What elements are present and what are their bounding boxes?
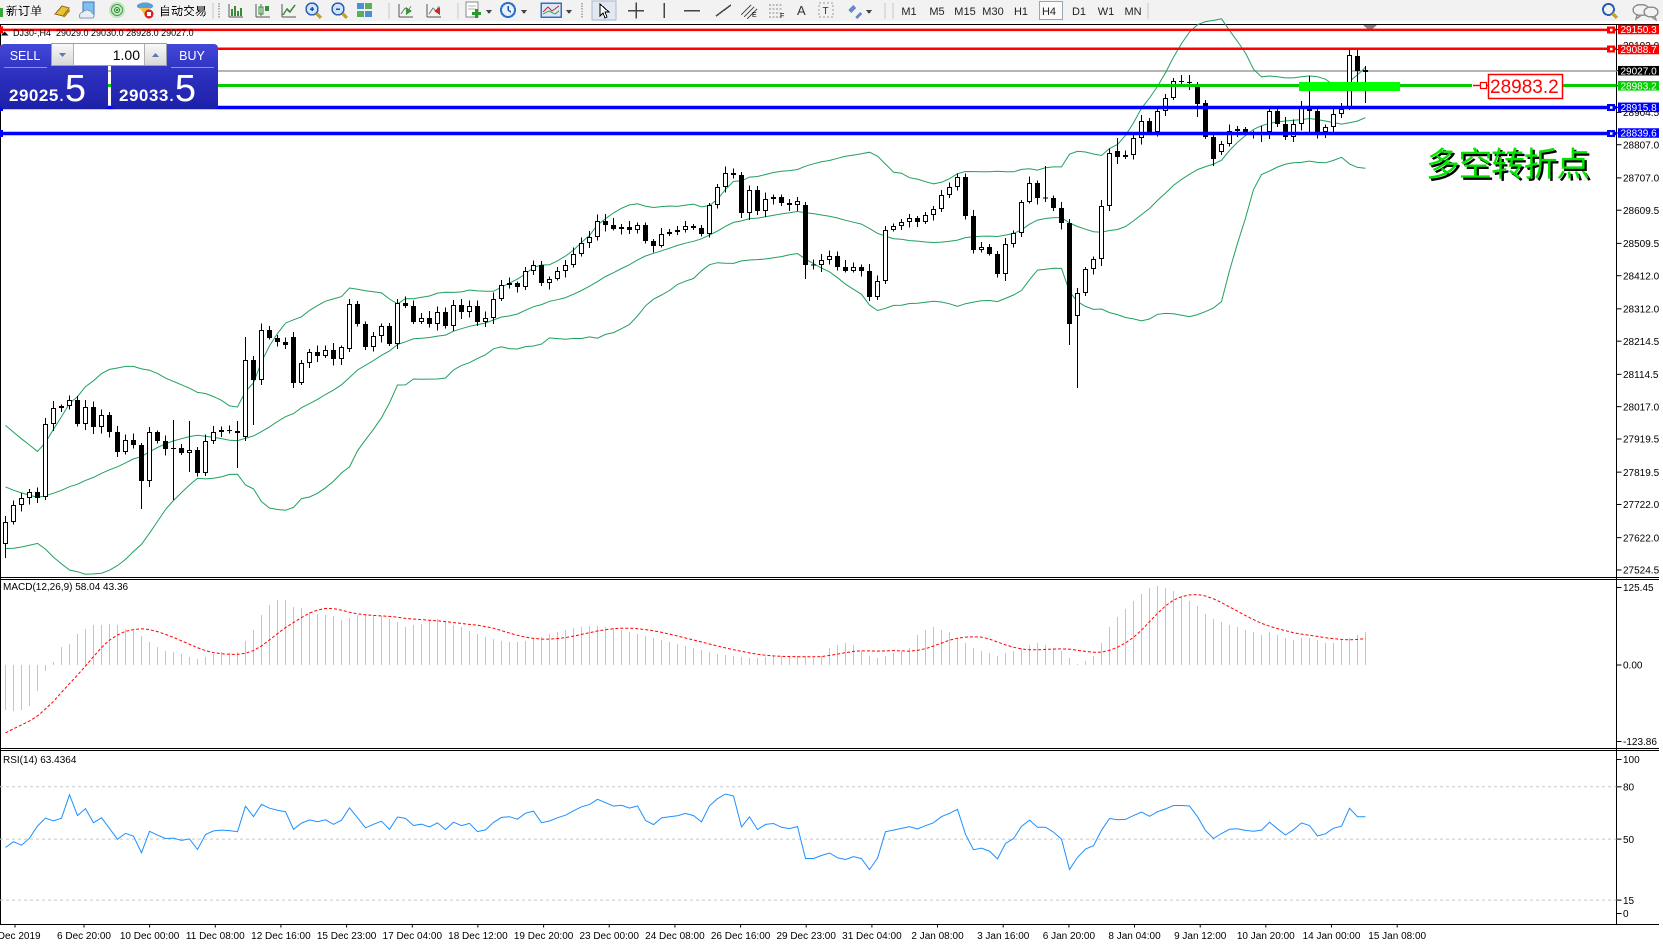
- svg-text:15: 15: [1623, 896, 1635, 907]
- svg-text:M30: M30: [982, 6, 1003, 18]
- svg-text:29088.7: 29088.7: [1621, 45, 1658, 56]
- svg-text:T: T: [823, 6, 829, 17]
- svg-text:100: 100: [1623, 755, 1640, 766]
- svg-text:28839.6: 28839.6: [1621, 129, 1658, 140]
- svg-text:17 Dec 04:00: 17 Dec 04:00: [383, 931, 443, 942]
- svg-text:2 Jan 08:00: 2 Jan 08:00: [911, 931, 964, 942]
- svg-text:31 Dec 04:00: 31 Dec 04:00: [842, 931, 902, 942]
- svg-text:14 Jan 00:00: 14 Jan 00:00: [1303, 931, 1361, 942]
- svg-text:6 Dec 20:00: 6 Dec 20:00: [57, 931, 111, 942]
- svg-text:3 Jan 16:00: 3 Jan 16:00: [977, 931, 1030, 942]
- svg-text:28807.0: 28807.0: [1623, 140, 1660, 151]
- svg-text:28509.5: 28509.5: [1623, 239, 1660, 250]
- svg-text:80: 80: [1623, 783, 1635, 794]
- svg-text:28707.0: 28707.0: [1623, 174, 1660, 185]
- svg-text:28214.5: 28214.5: [1623, 337, 1660, 348]
- svg-text:-123.86: -123.86: [1623, 737, 1657, 748]
- svg-text:0.00: 0.00: [1623, 661, 1643, 672]
- svg-text:28312.0: 28312.0: [1623, 305, 1660, 316]
- svg-text:W1: W1: [1098, 6, 1115, 18]
- svg-text:28412.0: 28412.0: [1623, 271, 1660, 282]
- svg-text:28983.2: 28983.2: [1490, 77, 1559, 98]
- svg-text:DJ30-,H4 29029.0 29030.0 2892: DJ30-,H4 29029.0 29030.0 28928.0 29027.0: [13, 28, 194, 38]
- svg-text:28904.5: 28904.5: [1623, 108, 1660, 119]
- svg-text:125.45: 125.45: [1623, 583, 1654, 594]
- svg-text:M15: M15: [954, 6, 975, 18]
- svg-text:23 Dec 00:00: 23 Dec 00:00: [579, 931, 639, 942]
- svg-text:29 Dec 23:00: 29 Dec 23:00: [776, 931, 836, 942]
- svg-text:H4: H4: [1042, 6, 1056, 18]
- svg-text:6 Jan 20:00: 6 Jan 20:00: [1043, 931, 1096, 942]
- svg-text:50: 50: [1623, 835, 1635, 846]
- svg-text:10 Dec 00:00: 10 Dec 00:00: [120, 931, 180, 942]
- svg-text:28609.5: 28609.5: [1623, 206, 1660, 217]
- svg-text:27722.0: 27722.0: [1623, 500, 1660, 511]
- svg-text:0: 0: [1623, 909, 1629, 920]
- svg-text:15 Jan 08:00: 15 Jan 08:00: [1368, 931, 1426, 942]
- svg-text:E: E: [752, 12, 757, 19]
- svg-text:12 Dec 16:00: 12 Dec 16:00: [251, 931, 311, 942]
- svg-text:MACD(12,26,9) 58.04 43.36: MACD(12,26,9) 58.04 43.36: [3, 582, 129, 593]
- svg-text:F: F: [780, 13, 784, 20]
- svg-text:D1: D1: [1072, 6, 1086, 18]
- svg-text:A: A: [797, 3, 806, 18]
- svg-text:27524.5: 27524.5: [1623, 566, 1660, 577]
- svg-text:MN: MN: [1124, 6, 1141, 18]
- svg-text:9 Jan 12:00: 9 Jan 12:00: [1174, 931, 1227, 942]
- svg-text:27819.5: 27819.5: [1623, 468, 1660, 479]
- svg-text:M1: M1: [901, 6, 916, 18]
- svg-text:11 Dec 08:00: 11 Dec 08:00: [186, 931, 245, 942]
- svg-text:19 Dec 20:00: 19 Dec 20:00: [514, 931, 574, 942]
- svg-text:10 Jan 20:00: 10 Jan 20:00: [1237, 931, 1295, 942]
- svg-text:M5: M5: [929, 6, 944, 18]
- svg-text:28114.5: 28114.5: [1623, 370, 1659, 381]
- svg-text:5 Dec 2019: 5 Dec 2019: [0, 931, 41, 942]
- svg-text:29150.3: 29150.3: [1621, 25, 1658, 36]
- svg-text:26 Dec 16:00: 26 Dec 16:00: [711, 931, 771, 942]
- svg-text:29027.0: 29027.0: [1621, 66, 1658, 77]
- svg-text:28983.2: 28983.2: [1621, 82, 1658, 93]
- svg-text:27622.0: 27622.0: [1623, 533, 1660, 544]
- svg-text:H1: H1: [1014, 6, 1028, 18]
- svg-text:28017.0: 28017.0: [1623, 402, 1660, 413]
- svg-text:18 Dec 12:00: 18 Dec 12:00: [448, 931, 508, 942]
- svg-text:27919.5: 27919.5: [1623, 435, 1660, 446]
- svg-text:15 Dec 23:00: 15 Dec 23:00: [317, 931, 377, 942]
- svg-text:28915.8: 28915.8: [1621, 103, 1658, 114]
- svg-text:RSI(14) 63.4364: RSI(14) 63.4364: [3, 755, 77, 766]
- svg-text:8 Jan 04:00: 8 Jan 04:00: [1108, 931, 1161, 942]
- svg-text:24 Dec 08:00: 24 Dec 08:00: [645, 931, 705, 942]
